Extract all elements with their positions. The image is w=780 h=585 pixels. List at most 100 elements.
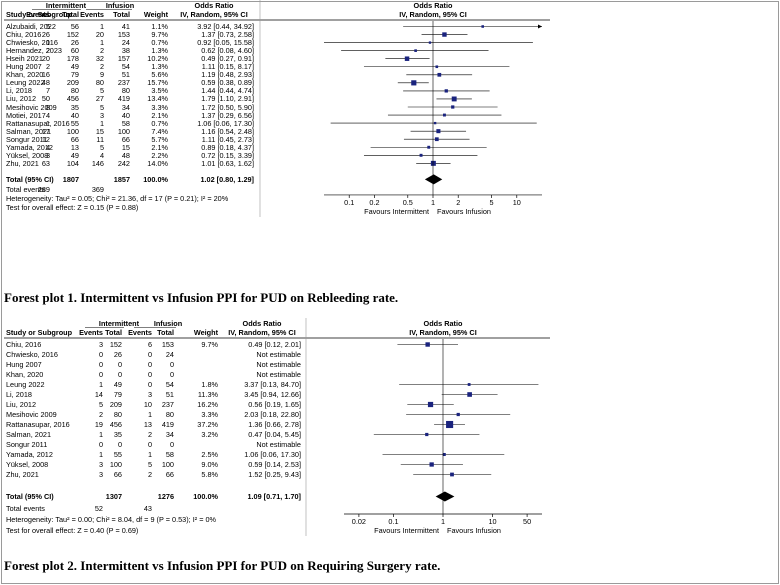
study-weight: 0.7% (151, 118, 168, 128)
intermittent-events: 5 (98, 400, 103, 409)
study-square (404, 56, 410, 61)
study-name: Yüksel, 2008 (6, 460, 49, 469)
favours-left-label: Favours Intermittent (364, 206, 429, 216)
study-name: Yüksel, 2008 (6, 150, 49, 160)
total-events-intermittent: 289 (37, 184, 50, 194)
intermittent-events: 2 (98, 410, 103, 419)
header-total-1: Total (62, 10, 79, 19)
study-name: Chiu, 2016 (6, 340, 42, 349)
study-square (467, 383, 471, 386)
study-square (467, 392, 472, 397)
x-tick-label: 10 (488, 517, 497, 526)
study-odds-ratio-ci: 0.92 [0.05, 15.58] (197, 38, 254, 48)
study-odds-ratio-ci: 3.37 [0.13, 84.70] (244, 380, 301, 389)
study-name: Rattanasupar, 2016 (6, 420, 70, 429)
intermittent-total: 152 (66, 30, 79, 40)
study-name: Hernandez, 2023 (6, 46, 62, 56)
study-name: Leung 2022 (6, 380, 45, 389)
header-or-method: IV, Random, 95% CI (180, 10, 248, 19)
study-weight: 3.2% (201, 430, 218, 439)
infusion-events: 10 (143, 400, 152, 409)
favours-right-label: Favours Infusion (437, 206, 491, 216)
x-tick-label: 5 (489, 197, 494, 207)
infusion-events: 1 (147, 410, 152, 419)
infusion-total: 48 (121, 150, 130, 160)
infusion-total: 54 (121, 62, 130, 72)
infusion-total: 237 (161, 400, 174, 409)
infusion-events: 13 (143, 420, 152, 429)
study-weight: 11.3% (197, 390, 218, 399)
infusion-total: 58 (165, 450, 174, 459)
header-group1: Intermittent (98, 319, 140, 328)
intermittent-total: 100 (66, 126, 79, 136)
study-name: Rattanasupar, 2016 (6, 118, 70, 128)
total-events-label: Total events (6, 184, 45, 194)
study-name: Hseih 2021 (6, 54, 43, 64)
study-name: Mesihovic 2009 (6, 102, 57, 112)
infusion-events: 4 (99, 150, 104, 160)
intermittent-total: 456 (66, 94, 79, 104)
study-odds-ratio-ci: 0.49 [0.12, 2.01] (248, 340, 301, 349)
infusion-total: 419 (161, 420, 174, 429)
study-weight: 13.4% (147, 94, 168, 104)
study-square (425, 432, 429, 437)
intermittent-events: 20 (41, 54, 50, 64)
intermittent-total: 0 (117, 370, 122, 379)
header-or-label: Odds Ratio (194, 1, 234, 10)
infusion-total: 66 (121, 134, 130, 144)
study-name: Leung 2022 (6, 78, 45, 88)
header-or-label-plot: Odds Ratio (413, 1, 453, 10)
infusion-events: 1 (99, 22, 104, 31)
study-odds-ratio-ci: 0.59 [0.38, 0.89] (201, 78, 254, 88)
infusion-events: 3 (147, 390, 152, 399)
study-odds-ratio-ci: 0.49 [0.27, 0.91] (201, 54, 254, 64)
infusion-total: 38 (121, 46, 130, 56)
intermittent-total: 152 (109, 340, 122, 349)
infusion-total: 153 (161, 340, 174, 349)
infusion-total: 80 (121, 86, 130, 96)
intermittent-events: 7 (45, 86, 50, 96)
infusion-events: 27 (95, 94, 104, 104)
x-tick-label: 0.5 (402, 197, 413, 207)
infusion-events: 5 (99, 102, 104, 112)
study-weight: 3.5% (151, 86, 168, 96)
study-weight: 14.0% (147, 158, 168, 168)
study-weight: 5.8% (201, 470, 218, 479)
study-square (444, 89, 448, 93)
infusion-total: 100 (161, 460, 174, 469)
study-odds-ratio-ci: 1.01 [0.63, 1.62] (201, 158, 254, 168)
infusion-total: 0 (169, 360, 174, 369)
intermittent-total: 13 (70, 142, 79, 152)
study-name: Yamada, 2012 (6, 142, 53, 152)
study-weight: 7.4% (151, 126, 168, 136)
study-square (436, 129, 441, 134)
x-tick-label: 1 (440, 517, 446, 526)
infusion-events: 2 (147, 470, 152, 479)
study-square (446, 420, 454, 429)
intermittent-total: 66 (70, 134, 79, 144)
header-events-2: Events (128, 328, 152, 337)
intermittent-total: 26 (70, 38, 79, 48)
infusion-total: 100 (117, 126, 130, 136)
study-weight: 10.2% (147, 54, 168, 64)
study-weight: 9.7% (151, 30, 168, 40)
header-total-1: Total (105, 328, 122, 337)
study-weight: 2.1% (151, 110, 168, 120)
study-odds-ratio-ci: 1.06 [0.06, 17.30] (244, 450, 301, 459)
study-name: Liu, 2012 (6, 400, 37, 409)
study-odds-ratio-ci: 0.89 [0.18, 4.37] (201, 142, 254, 152)
intermittent-events: 3 (45, 150, 50, 160)
study-square (435, 65, 439, 69)
infusion-events: 2 (99, 46, 104, 56)
header-study: Study or Subgroup (6, 10, 73, 19)
infusion-total: 40 (121, 110, 130, 120)
intermittent-events: 63 (41, 158, 50, 168)
study-name: Mesihovic 2009 (6, 410, 57, 419)
infusion-events: 32 (95, 54, 104, 64)
study-weight: 9.0% (201, 460, 218, 469)
study-name: Khan, 2020 (6, 370, 44, 379)
study-name: Motiei, 2017 (6, 110, 46, 120)
study-name: Alzubaidi, 2022 (6, 22, 56, 31)
intermittent-events: 0 (98, 370, 103, 379)
intermittent-total: 80 (70, 86, 79, 96)
